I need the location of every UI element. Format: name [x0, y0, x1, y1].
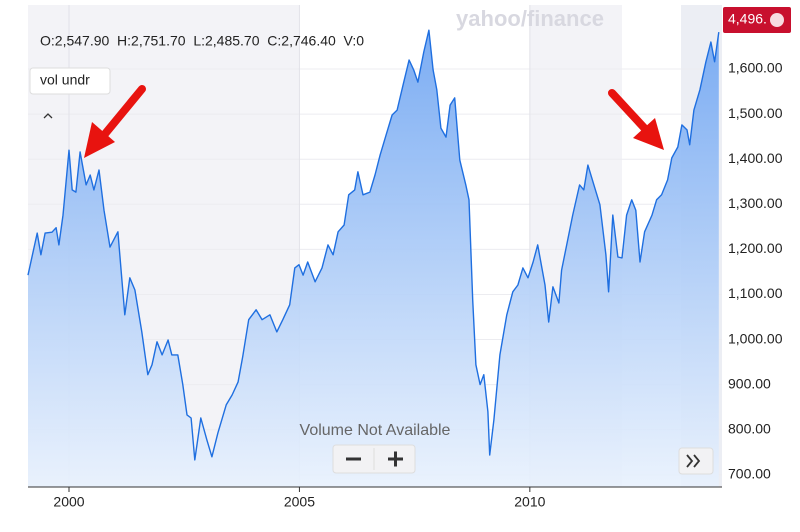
y-tick-label: 700.00	[728, 466, 771, 482]
y-tick-label: 1,000.00	[728, 330, 783, 346]
y-tick-label: 1,300.00	[728, 195, 783, 211]
y-tick-label: 900.00	[728, 375, 771, 391]
y-tick-label: 1,100.00	[728, 285, 783, 301]
scroll-end[interactable]	[678, 447, 714, 475]
zoom-in[interactable]	[388, 451, 403, 467]
x-tick-label: 2005	[284, 494, 315, 510]
x-tick-label: 2010	[514, 494, 545, 510]
x-tick-label: 2000	[53, 494, 84, 510]
arrow-shaft	[608, 89, 652, 136]
arrow-shaft	[96, 85, 146, 144]
y-tick-label: 1,600.00	[728, 60, 783, 76]
volume-note: Volume Not Available	[300, 422, 451, 439]
y-tick-label: 1,200.00	[728, 240, 783, 256]
arrow-head	[633, 118, 664, 150]
price-line	[27, 29, 720, 461]
indicator-label: vol undr	[40, 72, 90, 88]
collapse-caret[interactable]	[43, 113, 53, 119]
y-tick-label: 1,400.00	[728, 150, 783, 166]
arrow	[84, 85, 146, 158]
area-fill	[28, 30, 719, 487]
watermark: yahoo/finance	[456, 6, 604, 31]
price-tag-box	[723, 7, 791, 33]
scroll-end-icon	[686, 454, 701, 468]
indicator-box[interactable]	[29, 67, 111, 95]
y-tick-label: 1,500.00	[728, 105, 783, 121]
arrow-head	[84, 122, 115, 158]
y-tick-label: 800.00	[728, 420, 771, 436]
price-tag-icon[interactable]	[770, 13, 784, 27]
arrow	[608, 89, 664, 150]
price-tag: 4,496.	[728, 11, 767, 27]
ohlc: O:2,547.90 H:2,751.70 L:2,485.70 C:2,746…	[40, 33, 364, 49]
